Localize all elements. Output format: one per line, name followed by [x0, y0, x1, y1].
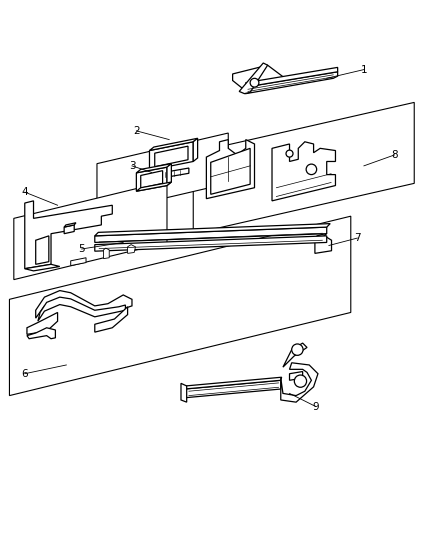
Polygon shape — [25, 201, 112, 269]
Polygon shape — [35, 236, 49, 264]
Polygon shape — [289, 372, 302, 380]
Text: 2: 2 — [133, 126, 139, 136]
Polygon shape — [206, 140, 254, 199]
Polygon shape — [10, 216, 350, 395]
Text: 1: 1 — [360, 64, 367, 75]
Text: 5: 5 — [78, 244, 85, 254]
Polygon shape — [14, 181, 166, 280]
Polygon shape — [243, 72, 337, 94]
Polygon shape — [193, 102, 413, 233]
Polygon shape — [154, 146, 187, 167]
Polygon shape — [97, 133, 228, 214]
Polygon shape — [280, 363, 317, 402]
Polygon shape — [184, 377, 281, 389]
Text: 6: 6 — [21, 369, 28, 379]
Circle shape — [293, 375, 306, 387]
Polygon shape — [136, 182, 171, 191]
Circle shape — [250, 78, 258, 87]
Polygon shape — [35, 290, 132, 318]
Polygon shape — [210, 148, 250, 195]
Polygon shape — [283, 343, 306, 367]
Circle shape — [305, 164, 316, 175]
Text: 9: 9 — [312, 401, 318, 411]
Polygon shape — [193, 138, 197, 161]
Polygon shape — [64, 223, 76, 227]
Polygon shape — [27, 312, 57, 334]
Polygon shape — [71, 258, 86, 265]
Polygon shape — [149, 142, 193, 170]
Text: 7: 7 — [353, 233, 360, 243]
Polygon shape — [245, 67, 337, 87]
Polygon shape — [95, 227, 326, 243]
Polygon shape — [314, 236, 331, 253]
Polygon shape — [27, 328, 55, 338]
Polygon shape — [127, 245, 135, 253]
Polygon shape — [95, 224, 329, 236]
Polygon shape — [272, 142, 335, 201]
Polygon shape — [239, 63, 267, 94]
Polygon shape — [136, 167, 166, 191]
Polygon shape — [95, 307, 127, 332]
Circle shape — [291, 344, 302, 356]
Polygon shape — [155, 168, 188, 179]
Polygon shape — [64, 225, 74, 233]
Polygon shape — [25, 264, 60, 271]
Polygon shape — [38, 297, 125, 321]
Text: 3: 3 — [128, 161, 135, 171]
Polygon shape — [314, 233, 326, 238]
Polygon shape — [103, 248, 109, 259]
Polygon shape — [136, 164, 171, 173]
Polygon shape — [232, 65, 285, 92]
Text: 8: 8 — [390, 150, 397, 160]
Circle shape — [286, 150, 292, 157]
Polygon shape — [166, 164, 171, 185]
Polygon shape — [141, 171, 162, 188]
Text: 4: 4 — [21, 187, 28, 197]
Polygon shape — [180, 383, 186, 402]
Polygon shape — [184, 380, 280, 398]
Polygon shape — [149, 138, 197, 150]
Polygon shape — [95, 236, 326, 251]
